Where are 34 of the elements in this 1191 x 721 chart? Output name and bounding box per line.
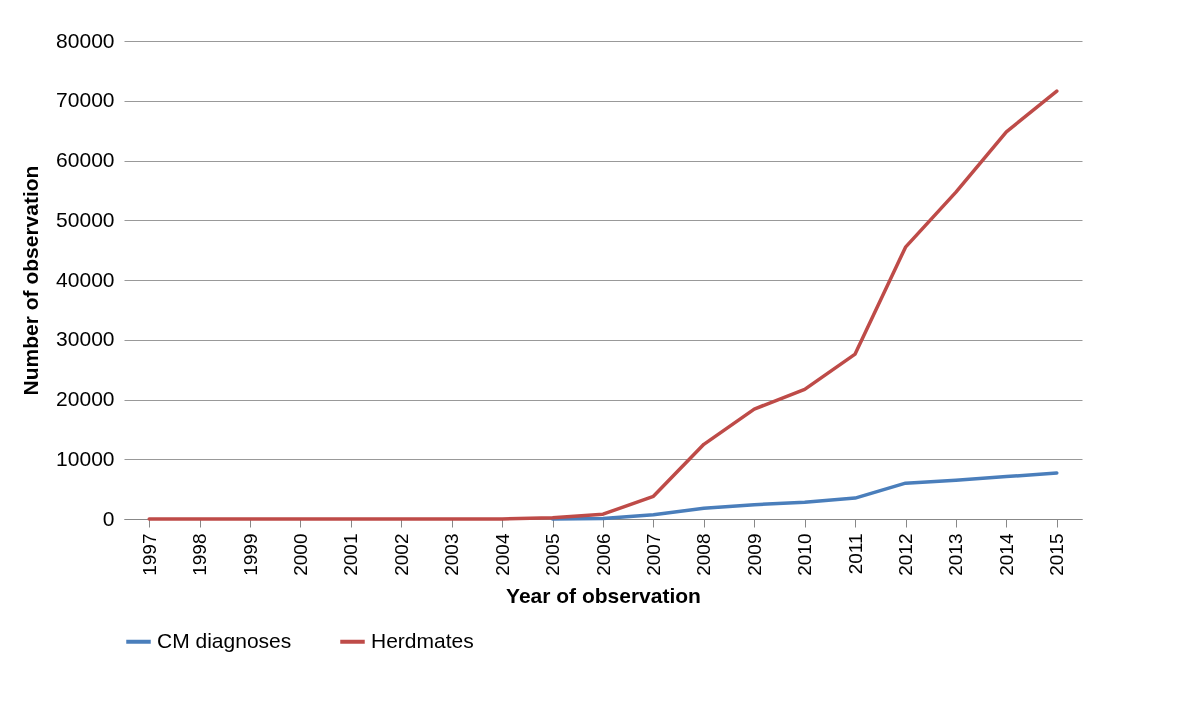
x-tick-label: 1997	[138, 533, 160, 576]
line-series	[147, 89, 1059, 521]
x-tick-label: 2008	[693, 533, 715, 576]
x-tick-label: 2001	[340, 533, 362, 576]
y-tick-label: 80000	[56, 28, 115, 52]
y-tick-label: 0	[102, 506, 115, 530]
x-tick-label: 2003	[441, 533, 463, 576]
x-tick-label: 2014	[995, 533, 1017, 576]
x-tick-label: 2015	[1046, 533, 1068, 576]
x-tick-label: 1999	[239, 533, 261, 576]
y-tick-label: 10000	[56, 446, 115, 470]
x-tick-label: 2005	[542, 533, 564, 576]
legend-label: Herdmates	[371, 628, 474, 652]
y-tick-label: 20000	[56, 387, 115, 410]
y-axis-title: Number of observation	[19, 165, 43, 396]
x-tick-label: 1998	[189, 533, 211, 576]
x-tick-label: 2011	[844, 533, 866, 575]
y-tick-label: 70000	[56, 88, 115, 112]
y-tick-label: 30000	[56, 327, 115, 351]
x-tick-label: 2009	[743, 533, 765, 576]
x-tick-label: 2006	[592, 533, 614, 576]
legend-label: CM diagnoses	[157, 628, 292, 652]
x-tick-label: 2013	[945, 533, 967, 576]
x-tick-label: 2002	[390, 533, 412, 576]
x-tick-label: 2000	[289, 533, 311, 576]
y-tick-label: 40000	[56, 267, 115, 291]
x-tick-label: 2004	[491, 533, 513, 576]
x-tick-label: 2010	[794, 533, 816, 576]
x-tick-label: 2007	[642, 533, 664, 576]
y-tick-label: 50000	[56, 207, 115, 231]
x-axis-title: Year of observation	[506, 583, 701, 607]
line-series	[550, 471, 1059, 521]
y-tick-label: 60000	[56, 148, 115, 171]
x-tick-label: 2012	[895, 533, 917, 576]
